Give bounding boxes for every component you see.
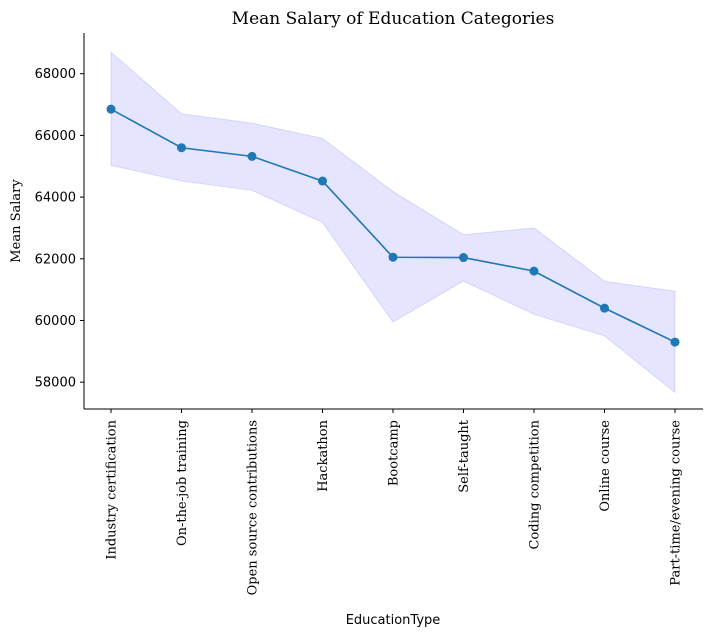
x-axis-label: EducationType [346, 613, 441, 628]
x-tick-label: Industry certification [105, 419, 120, 559]
data-point [670, 337, 680, 347]
data-point [247, 151, 257, 161]
x-tick-label: Self-taught [457, 419, 472, 493]
y-tick-label: 60000 [35, 314, 76, 329]
x-tick-label: Part-time/evening course [669, 420, 684, 586]
data-point [529, 266, 539, 276]
data-point [600, 303, 609, 313]
data-point [388, 252, 398, 262]
y-tick-label: 68000 [35, 67, 76, 82]
x-tick-label: Open source contributions [246, 420, 261, 595]
x-tick-label: Hackathon [316, 419, 331, 491]
y-tick-label: 58000 [35, 376, 76, 391]
data-point [177, 143, 186, 153]
confidence-band [110, 51, 676, 394]
chart-title: Mean Salary of Education Categories [232, 9, 555, 29]
data-point [459, 253, 468, 263]
y-tick-label: 62000 [35, 252, 76, 267]
y-tick-label: 64000 [35, 191, 76, 206]
x-tick-label: Coding competition [528, 419, 543, 549]
data-point [318, 176, 327, 186]
y-axis-label: Mean Salary [9, 179, 24, 263]
data-point [106, 104, 116, 114]
x-tick-label: On-the-job training [175, 420, 190, 546]
y-tick-label: 66000 [35, 129, 76, 144]
x-tick-label: Online course [598, 420, 613, 512]
x-tick-label: Bootcamp [387, 420, 402, 486]
plot-area: 58000 60000 62000 64000 66000 68000 Industry c… [35, 33, 703, 595]
